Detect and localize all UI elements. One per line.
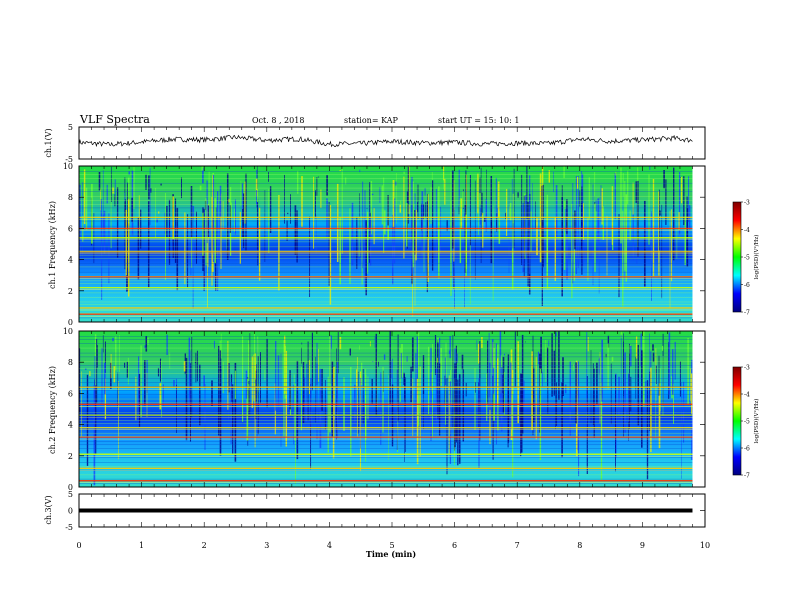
ch1-colorbar-tick: -7 bbox=[744, 310, 750, 317]
x-tick-label: 1 bbox=[139, 541, 144, 550]
ch1-waveform-ytick-label: -5 bbox=[65, 155, 73, 164]
x-tick-label: 0 bbox=[76, 541, 81, 550]
ch3-waveform-ytick-label: 5 bbox=[68, 490, 73, 499]
ch3-waveform-ytick-label: -5 bbox=[65, 523, 73, 532]
x-tick-label: 4 bbox=[327, 541, 332, 550]
ch2-ytick-label: 6 bbox=[68, 389, 73, 398]
ch2-freq-ylabel: ch.2 Frequency (kHz) bbox=[48, 366, 57, 454]
x-tick-label: 9 bbox=[640, 541, 645, 550]
figure-title: VLF Spectra bbox=[79, 113, 150, 126]
station-label: station= KAP bbox=[344, 116, 399, 125]
x-tick-label: 3 bbox=[264, 541, 269, 550]
x-tick-label: 8 bbox=[577, 541, 582, 550]
ch1-ytick-label: 10 bbox=[63, 162, 73, 171]
ch1-freq-ylabel: ch.1 Frequency (kHz) bbox=[48, 201, 57, 289]
date-label: Oct. 8 , 2018 bbox=[252, 116, 304, 125]
ch1-ytick-label: 4 bbox=[68, 256, 73, 265]
x-axis-ticks: 0 1 2 3 4 5 6 7 8 9 10 bbox=[76, 541, 710, 550]
ch1-colorbar-tick: -5 bbox=[744, 255, 750, 262]
ch1-colorbar-tick: -6 bbox=[744, 282, 750, 289]
ch2-colorbar-gradient bbox=[732, 366, 742, 476]
ch2-colorbar: -3 -4 -5 -6 -7 log(PSD)(V²/Hz) bbox=[732, 365, 760, 480]
x-tick-label: 5 bbox=[389, 541, 394, 550]
ch2-ytick-label: 10 bbox=[63, 327, 73, 336]
ch2-ytick-label: 2 bbox=[68, 452, 73, 461]
ch3-waveform-ylabel: ch.3(V) bbox=[44, 495, 53, 524]
ch1-ytick-label: 6 bbox=[68, 224, 73, 233]
x-tick-label: 6 bbox=[452, 541, 457, 550]
ch1-spectrogram-background bbox=[79, 166, 693, 322]
ch1-colorbar-gradient bbox=[732, 201, 742, 313]
ch1-colorbar-tick: -3 bbox=[744, 200, 750, 207]
ch2-spectrogram-panel: 0 2 4 6 8 10 bbox=[63, 327, 706, 492]
ch2-colorbar-tick: -6 bbox=[744, 446, 750, 453]
ch2-ytick-label: 4 bbox=[68, 421, 73, 430]
ch1-waveform-ylabel: ch.1(V) bbox=[44, 128, 53, 157]
x-axis-label: Time (min) bbox=[366, 549, 416, 559]
x-tick-label: 10 bbox=[700, 541, 710, 550]
ch2-spectrogram-background bbox=[79, 331, 693, 487]
ch2-colorbar-tick: -4 bbox=[744, 392, 750, 399]
ch2-colorbar-label: log(PSD)(V²/Hz) bbox=[753, 399, 760, 444]
ch3-waveform-ytick-label: 0 bbox=[68, 507, 73, 516]
ch1-waveform-line bbox=[78, 134, 693, 148]
ch2-ytick-label: 0 bbox=[68, 483, 73, 492]
ch1-colorbar: -3 -4 -5 -6 -7 log(PSD)(V²/Hz) bbox=[732, 200, 760, 317]
ch1-spectrogram-panel: 0 2 4 6 8 10 bbox=[63, 162, 706, 327]
ch2-ytick-label: 8 bbox=[68, 358, 73, 367]
start-time-label: start UT = 15: 10: 1 bbox=[438, 116, 519, 125]
ch1-colorbar-label: log(PSD)(V²/Hz) bbox=[753, 235, 760, 280]
ch3-waveform-panel: 5 0 -5 bbox=[65, 490, 706, 532]
ch2-colorbar-tick: -7 bbox=[744, 473, 750, 480]
ch1-waveform-panel: 5 -5 bbox=[65, 123, 706, 164]
ch2-colorbar-tick: -3 bbox=[744, 365, 750, 372]
x-tick-label: 7 bbox=[515, 541, 520, 550]
ch1-ytick-label: 0 bbox=[68, 318, 73, 327]
ch1-colorbar-tick: -4 bbox=[744, 227, 750, 234]
ch2-colorbar-tick: -5 bbox=[744, 419, 750, 426]
ch1-ytick-label: 2 bbox=[68, 287, 73, 296]
x-tick-label: 2 bbox=[202, 541, 207, 550]
ch1-impulse-streaks bbox=[78, 166, 691, 317]
ch1-waveform-ytick-label: 5 bbox=[68, 123, 73, 132]
ch1-ytick-label: 8 bbox=[68, 193, 73, 202]
